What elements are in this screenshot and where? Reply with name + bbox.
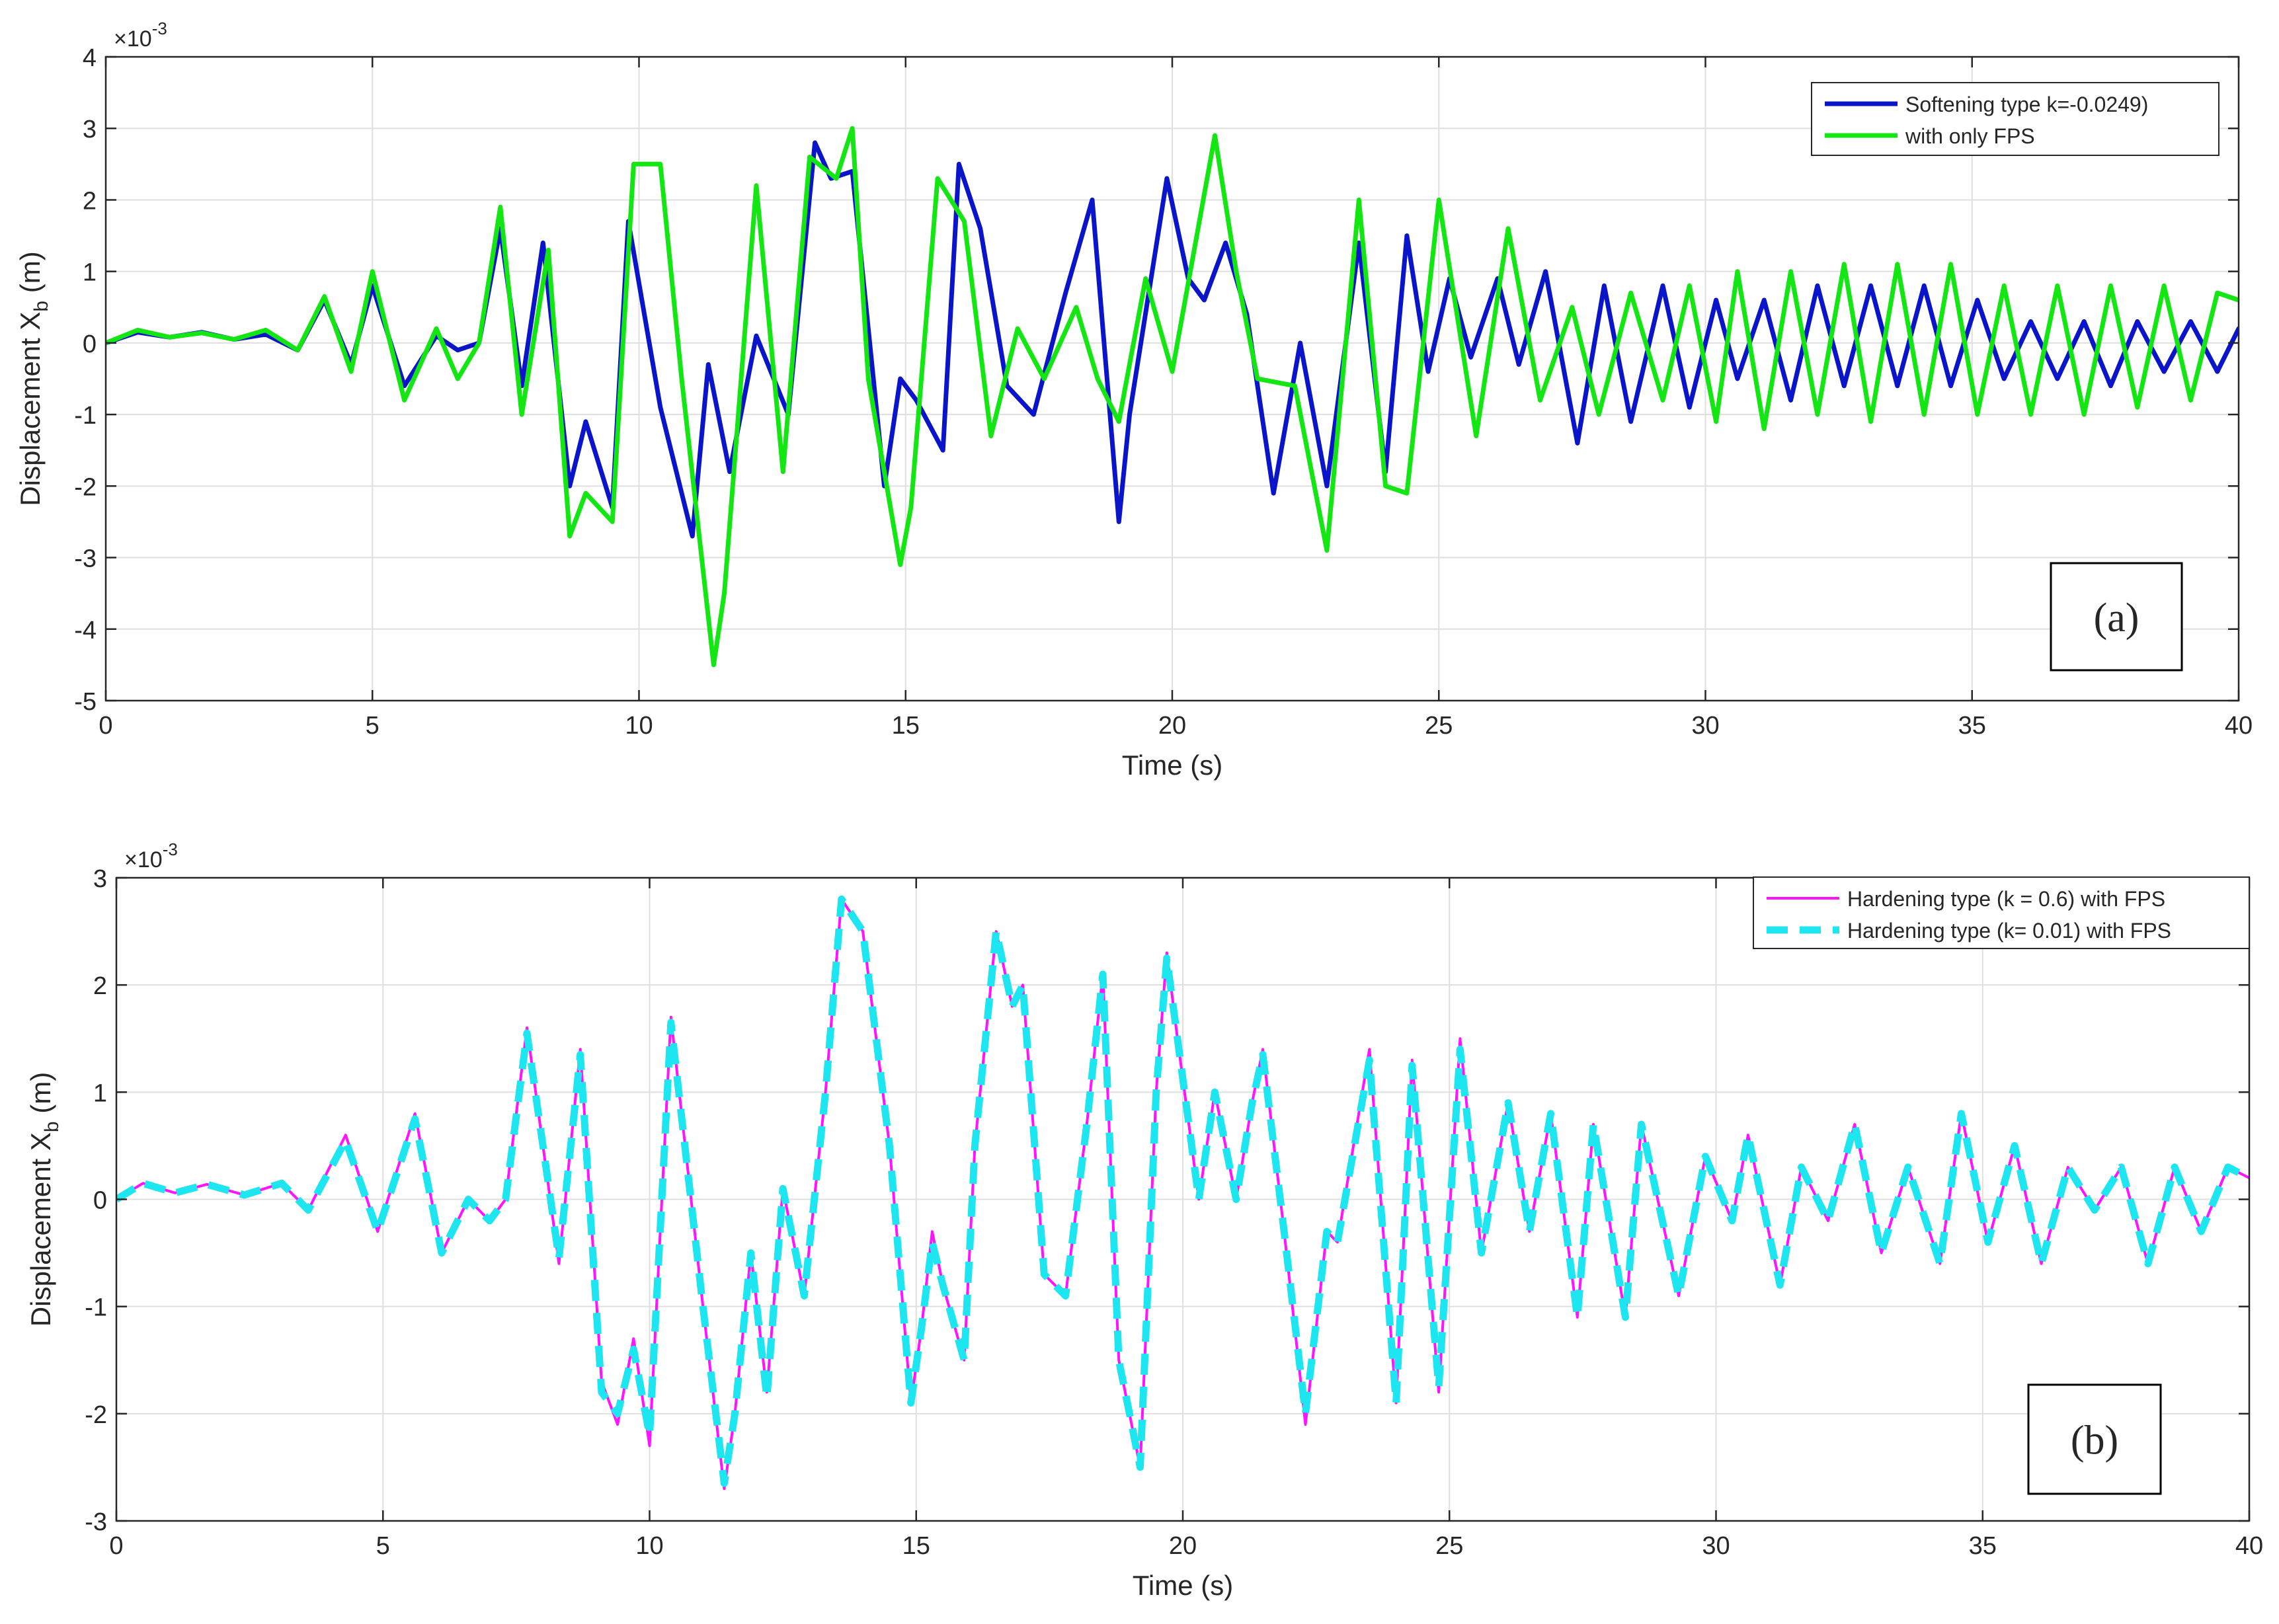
chart-panel-1: 0 5 10 15 20 25 30 35 40-5-4-3-2-101234×10-3Time… [15, 19, 2253, 781]
y-tick-label: -4 [74, 617, 97, 644]
x-tick-label: 10 [635, 1532, 663, 1560]
panel-label-box [2027, 1383, 2162, 1495]
y-tick-label: -5 [74, 688, 97, 716]
x-tick-label: 40 [2235, 1532, 2263, 1560]
x-axis-label: Time (s) [1122, 750, 1222, 781]
y-tick-label: -1 [74, 402, 97, 430]
y-tick-label: 2 [93, 972, 107, 1000]
series-group [106, 126, 2239, 668]
y-tick-label: -1 [85, 1294, 107, 1322]
y-tick-label: 3 [93, 865, 107, 893]
y-tick-label: 2 [83, 187, 97, 215]
y-tick-label: 0 [93, 1187, 107, 1215]
y-tick-label: 4 [83, 44, 97, 72]
x-tick-label: 40 [2225, 712, 2253, 740]
y-tick-label: 3 [83, 116, 97, 143]
axis-exponent: ×10-3 [124, 839, 178, 872]
y-axis-label-sub: b [41, 1121, 63, 1132]
y-axis-label-main: Displacement X [15, 312, 46, 506]
axis-exponent-power: -3 [152, 19, 167, 38]
y-tick-label: -2 [74, 473, 97, 501]
axis-exponent-power: -3 [163, 839, 178, 859]
axis-exponent-base: ×10 [114, 26, 152, 52]
y-axis-label: Displacement Xb (m) [15, 251, 52, 506]
legend-label-1: Softening type k=-0.0249) [1905, 93, 2148, 116]
x-tick-label: 0 [109, 1532, 123, 1560]
x-tick-label: 35 [1958, 712, 1986, 740]
y-axis-label-unit: (m) [25, 1072, 56, 1122]
y-axis-label: Displacement Xb (m) [25, 1072, 63, 1327]
series-line-2 [116, 895, 2249, 1487]
x-tick-label: 30 [1702, 1532, 1730, 1560]
legend-label-1: Hardening type (k = 0.6) with FPS [1847, 887, 2165, 911]
x-tick-label: 25 [1435, 1532, 1463, 1560]
x-tick-label: 20 [1158, 712, 1186, 740]
y-axis-label-main: Displacement X [25, 1132, 56, 1327]
axis-exponent-base: ×10 [124, 847, 163, 872]
y-tick-label: 1 [83, 259, 97, 287]
x-tick-label: 30 [1691, 712, 1719, 740]
y-axis-label-sub: b [30, 301, 52, 312]
series-group [116, 895, 2249, 1490]
x-tick-label: 35 [1969, 1532, 1997, 1560]
x-tick-label: 10 [625, 712, 653, 740]
panel-label: (b) [2071, 1418, 2118, 1463]
x-tick-label: 15 [902, 1532, 930, 1560]
x-tick-label: 15 [892, 712, 920, 740]
x-axis-label: Time (s) [1133, 1570, 1233, 1601]
x-tick-label: 25 [1425, 712, 1453, 740]
x-tick-label: 5 [376, 1532, 390, 1560]
y-tick-label: -3 [74, 545, 97, 573]
axis-exponent: ×10-3 [114, 19, 167, 52]
series-line-2 [106, 126, 2239, 668]
x-tick-label: 20 [1169, 1532, 1197, 1560]
panel-label-box [2050, 562, 2183, 672]
legend-label-2: with only FPS [1905, 124, 2035, 148]
x-tick-label: 0 [99, 712, 112, 740]
legend: Hardening type (k = 0.6) with FPS Hardeni… [1753, 876, 2250, 949]
legend-box [1811, 82, 2219, 156]
y-tick-label: 0 [83, 330, 97, 358]
x-tick-label: 5 [366, 712, 380, 740]
y-tick-label: -3 [85, 1508, 107, 1536]
y-axis-label-unit: (m) [15, 251, 46, 301]
legend-label-2: Hardening type (k= 0.01) with FPS [1847, 919, 2171, 943]
legend-box [1753, 876, 2250, 949]
y-tick-label: -2 [85, 1401, 107, 1429]
y-tick-label: 1 [93, 1079, 107, 1107]
legend: Softening type k=-0.0249) with only FPS [1811, 82, 2219, 156]
panel-label: (a) [2094, 596, 2139, 640]
